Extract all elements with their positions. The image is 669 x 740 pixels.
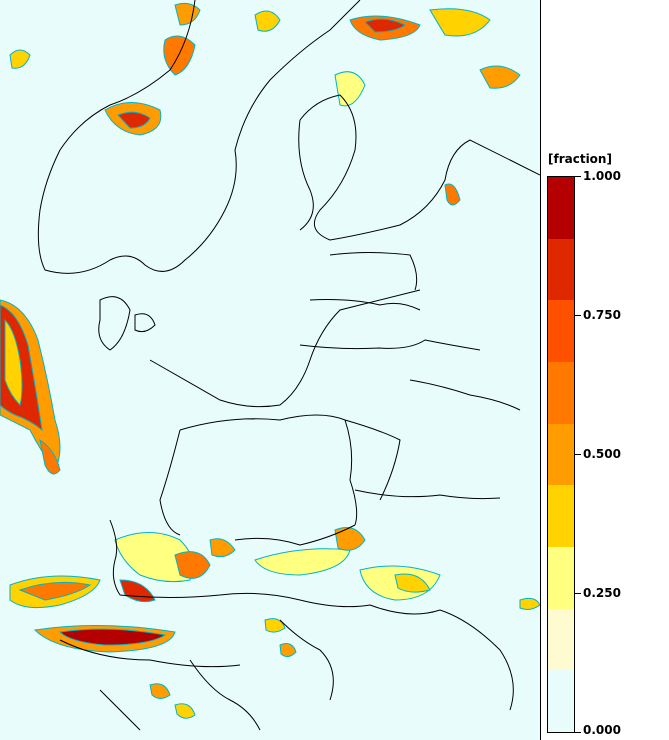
legend-label-0750: 0.750 <box>583 308 621 322</box>
legend-label-0000: 0.000 <box>583 723 621 737</box>
legend-swatch-8 <box>548 177 574 239</box>
legend-swatch-7 <box>548 238 574 301</box>
legend-swatch-5 <box>548 362 574 424</box>
legend-swatch-0 <box>548 670 574 733</box>
legend-swatch-3 <box>548 485 574 548</box>
legend-title: [fraction] <box>548 152 612 166</box>
legend-tick-0750 <box>575 315 581 316</box>
legend-swatch-6 <box>548 300 574 363</box>
legend-tick-0250 <box>575 593 581 594</box>
map-panel[interactable] <box>0 0 541 740</box>
legend-colorbar <box>547 176 575 733</box>
legend-tick-1000 <box>575 176 581 177</box>
legend-swatch-2 <box>548 547 574 609</box>
legend-tick-0000 <box>575 732 581 733</box>
legend-swatch-1 <box>548 608 574 671</box>
boundaries <box>37 0 540 731</box>
legend-swatch-4 <box>548 423 574 486</box>
legend-label-1000: 1.000 <box>583 169 621 183</box>
legend-label-0500: 0.500 <box>583 447 621 461</box>
fraction-field <box>0 2 540 719</box>
legend-label-0250: 0.250 <box>583 586 621 600</box>
map-canvas <box>0 0 540 731</box>
legend-tick-0500 <box>575 454 581 455</box>
